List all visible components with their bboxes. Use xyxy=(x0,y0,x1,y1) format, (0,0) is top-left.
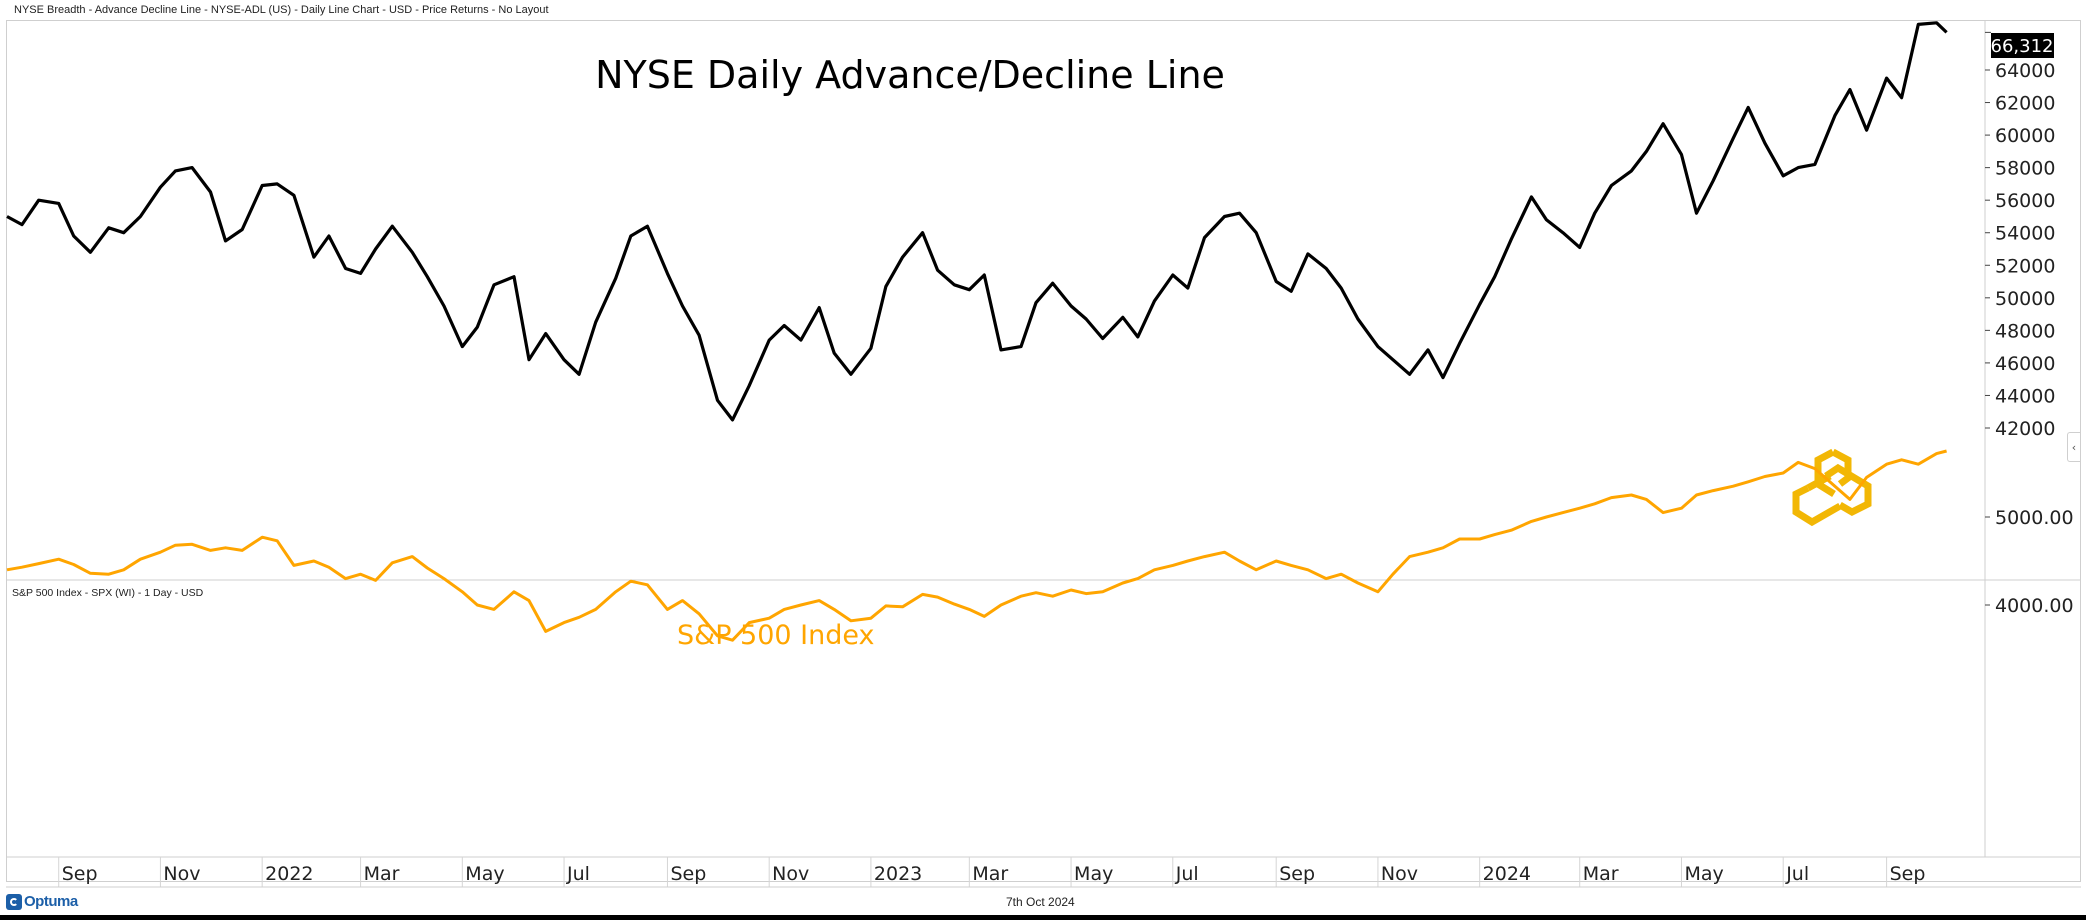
x-tick-label: Sep xyxy=(670,863,706,885)
chevron-left-icon: ‹ xyxy=(2071,440,2077,454)
svg-text:66,312: 66,312 xyxy=(1991,36,2054,57)
x-tick-label: Mar xyxy=(972,863,1008,885)
x-tick-label: Sep xyxy=(1279,863,1315,885)
ad-y-tick-label: 44000 xyxy=(1995,385,2055,407)
x-tick-label: Jul xyxy=(566,863,590,885)
x-tick-label: Jul xyxy=(1175,863,1199,885)
x-tick-label: 2022 xyxy=(265,863,313,885)
x-axis: Sep Nov 2022 Mar May Jul Sep Nov 2023 Mar May Jul Se… xyxy=(6,857,2081,888)
x-tick-label: Nov xyxy=(163,863,200,885)
panel-dividers xyxy=(6,20,2081,858)
ad-y-tick-label: 62000 xyxy=(1995,93,2055,115)
x-tick-label: May xyxy=(1684,863,1723,885)
collapse-panel-button[interactable]: ‹ xyxy=(2067,432,2080,462)
x-tick-label: Nov xyxy=(772,863,809,885)
ad-y-tick-label: 52000 xyxy=(1995,255,2055,277)
last-value-badge: 66,312 xyxy=(1991,33,2054,58)
ad-y-tick-label: 42000 xyxy=(1995,418,2055,440)
ad-y-tick-label: 54000 xyxy=(1995,223,2055,245)
ad-line-series xyxy=(6,21,1948,422)
ad-y-axis: 42000 44000 46000 48000 50000 52000 54000 56000… xyxy=(1985,60,2055,440)
x-tick-label: 2024 xyxy=(1483,863,1531,885)
watermark-logo-icon xyxy=(1792,448,1872,527)
ad-y-tick-label: 50000 xyxy=(1995,288,2055,310)
ad-chart-title: NYSE Daily Advance/Decline Line xyxy=(595,53,1225,97)
ad-y-tick-label: 58000 xyxy=(1995,158,2055,180)
x-tick-label: Jul xyxy=(1785,863,1809,885)
x-tick-label: May xyxy=(1074,863,1113,885)
chart-date: 7th Oct 2024 xyxy=(1006,895,1075,909)
chart-description: NYSE Breadth - Advance Decline Line - NY… xyxy=(14,4,549,16)
x-tick-label: 2023 xyxy=(874,863,922,885)
chart-frame xyxy=(6,20,2081,882)
optuma-logo: Optuma xyxy=(6,893,78,910)
spx-y-axis: 4000.00 5000.00 xyxy=(1985,507,2074,617)
spx-line-series xyxy=(6,449,1947,642)
ad-y-tick-label: 56000 xyxy=(1995,190,2055,212)
ad-y-tick-label: 46000 xyxy=(1995,353,2055,375)
bottom-bar xyxy=(0,915,2086,920)
x-tick-label: May xyxy=(465,863,504,885)
ad-y-tick-label: 60000 xyxy=(1995,125,2055,147)
ad-y-tick-label: 64000 xyxy=(1995,60,2055,82)
x-tick-label: Nov xyxy=(1381,863,1418,885)
spx-panel-header: S&P 500 Index - SPX (WI) - 1 Day - USD xyxy=(12,587,204,599)
x-tick-label: Sep xyxy=(62,863,98,885)
x-tick-label: Sep xyxy=(1890,863,1926,885)
optuma-logo-icon xyxy=(6,893,22,910)
ad-y-tick-label: 48000 xyxy=(1995,320,2055,342)
x-tick-label: Mar xyxy=(1583,863,1619,885)
x-tick-label: Mar xyxy=(364,863,400,885)
spx-y-tick-label: 4000.00 xyxy=(1995,595,2074,617)
brand-name: Optuma xyxy=(24,893,78,910)
spx-y-tick-label: 5000.00 xyxy=(1995,507,2074,529)
